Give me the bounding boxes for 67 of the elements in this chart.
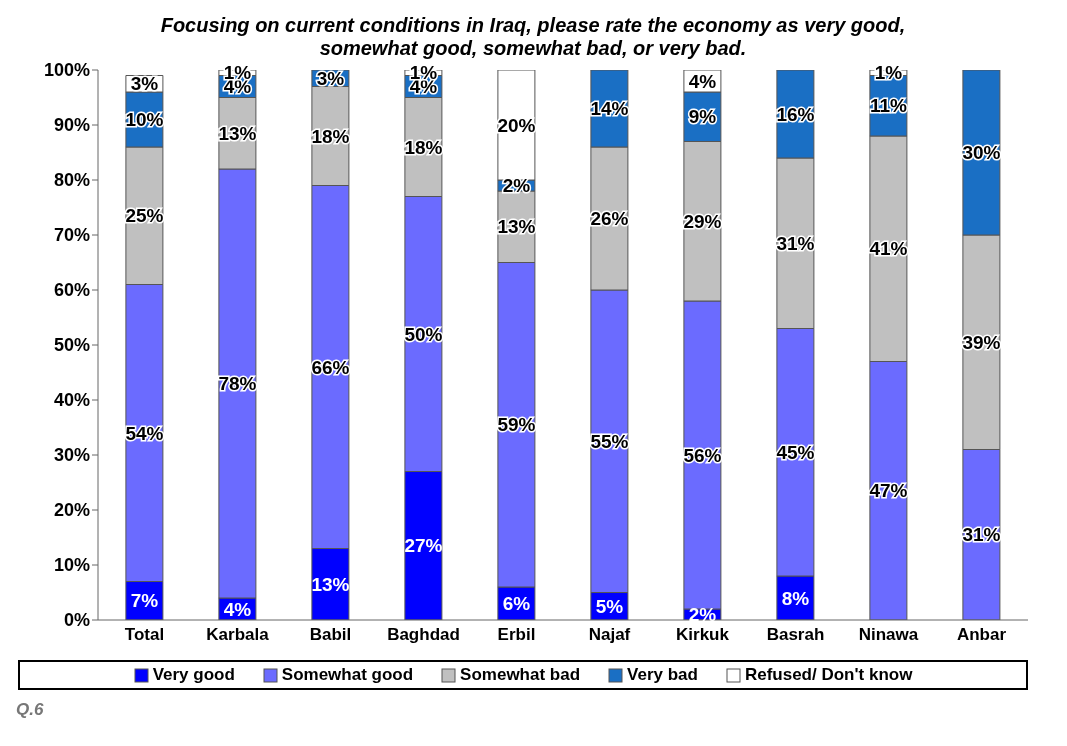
y-tick-label: 0% <box>63 610 90 631</box>
text: Q.6 <box>15 700 45 720</box>
data-label: 29% <box>683 210 722 232</box>
data-label: 27% <box>404 535 443 557</box>
x-tick-label: Ninawa <box>858 625 919 645</box>
data-label: 4% <box>688 70 717 92</box>
data-label: 13% <box>311 573 350 595</box>
y-tick-label: 40% <box>53 390 90 411</box>
data-label: 13% <box>218 122 257 144</box>
legend-label: Very bad <box>627 665 698 685</box>
data-label: 10% <box>125 109 164 131</box>
y-tick-label: 70% <box>53 225 90 246</box>
legend-label: Somewhat bad <box>460 665 581 685</box>
y-tick-label: 80% <box>53 170 90 191</box>
data-label: 30% <box>962 142 1001 164</box>
data-label: 50% <box>404 323 443 345</box>
data-label: 2% <box>688 604 717 626</box>
chart-title: Focusing on current conditions in Iraq, please rate the economy as very good, somewhat good, somewhat bad, or very bad. <box>159 13 907 60</box>
x-tick-label: Basrah <box>766 625 825 645</box>
data-label: 31% <box>776 232 815 254</box>
data-label: 6% <box>502 593 531 615</box>
x-tick-label: Total <box>124 625 165 645</box>
x-tick-label: Karbala <box>206 625 270 645</box>
data-label: 13% <box>497 216 536 238</box>
data-label: 14% <box>590 98 629 120</box>
y-tick-label: 60% <box>53 280 90 301</box>
x-tick-label: Babil <box>309 625 352 645</box>
data-label: 9% <box>688 106 717 128</box>
data-label: 56% <box>683 444 722 466</box>
data-label: 31% <box>962 524 1001 546</box>
data-label: 3% <box>130 73 159 95</box>
x-tick-label: Anbar <box>956 625 1007 645</box>
data-label: 4% <box>223 598 252 620</box>
data-label: 3% <box>316 67 345 89</box>
data-label: 45% <box>776 441 815 463</box>
data-label: 7% <box>130 590 159 612</box>
x-tick-label: Kirkuk <box>676 625 730 645</box>
data-label: 25% <box>125 205 164 227</box>
y-tick-label: 100% <box>43 60 90 81</box>
data-label: 18% <box>404 136 443 158</box>
y-tick-label: 10% <box>53 555 90 576</box>
legend-label: Very good <box>152 665 235 685</box>
legend-label: Refused/ Don't know <box>744 665 913 685</box>
data-label: 2% <box>502 175 531 197</box>
data-label: 55% <box>590 430 629 452</box>
data-label: 47% <box>869 480 908 502</box>
y-tick-label: 20% <box>53 500 90 521</box>
data-label: 66% <box>311 356 350 378</box>
data-label: 41% <box>869 238 908 260</box>
legend-label: Somewhat good <box>281 665 414 685</box>
data-label: 26% <box>590 208 629 230</box>
y-tick-label: 90% <box>53 115 90 136</box>
data-label: 18% <box>311 125 350 147</box>
y-tick-label: 30% <box>53 445 90 466</box>
x-tick-label: Najaf <box>588 625 631 645</box>
x-tick-label: Baghdad <box>387 625 460 645</box>
x-tick-label: Erbil <box>497 625 536 645</box>
data-label: 59% <box>497 414 536 436</box>
data-label: 20% <box>497 114 536 136</box>
data-label: 8% <box>781 587 810 609</box>
y-tick-label: 50% <box>53 335 90 356</box>
data-label: 39% <box>962 331 1001 353</box>
data-label: 5% <box>595 595 624 617</box>
data-label: 54% <box>125 422 164 444</box>
data-label: 16% <box>776 103 815 125</box>
data-label: 11% <box>869 95 907 117</box>
data-label: 78% <box>218 373 257 395</box>
